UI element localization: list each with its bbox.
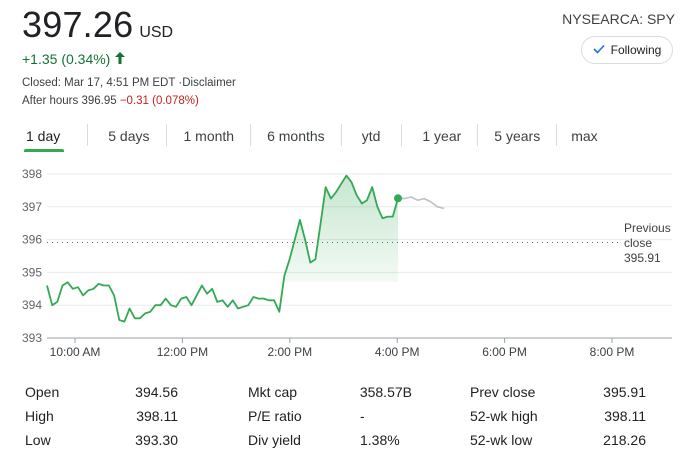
tab-divider bbox=[340, 124, 342, 146]
after-hours: After hours 396.95 −0.31 (0.078%) bbox=[22, 95, 199, 107]
stat-value: 394.56 bbox=[135, 384, 178, 400]
stat-label: Low bbox=[25, 432, 51, 448]
y-axis-labels: 398 397 396 395 394 393 bbox=[22, 167, 42, 345]
stat-label: Prev close bbox=[470, 384, 536, 400]
market-status: Closed: Mar 17, 4:51 PM EDT ·Disclaimer bbox=[22, 77, 236, 89]
stat-value: 395.91 bbox=[603, 384, 646, 400]
stat-label: Mkt cap bbox=[248, 384, 298, 400]
closed-time: Closed: Mar 17, 4:51 PM EDT · bbox=[22, 77, 183, 89]
tab-ytd[interactable]: ytd bbox=[361, 128, 381, 144]
stat-label: 52-wk high bbox=[470, 408, 538, 424]
stat-value: - bbox=[360, 408, 365, 424]
after-hours-price-line bbox=[397, 196, 445, 210]
tab-1-month[interactable]: 1 month bbox=[183, 128, 235, 144]
x-tick-label: 8:00 PM bbox=[590, 345, 635, 359]
stat-value: 398.11 bbox=[604, 408, 646, 424]
tab-divider bbox=[401, 124, 403, 146]
current-price: 397.26 bbox=[22, 4, 134, 45]
ticker-symbol: NYSEARCA: SPY bbox=[562, 11, 675, 27]
currency-label: USD bbox=[139, 24, 174, 41]
following-button[interactable]: Following bbox=[581, 36, 673, 64]
y-tick-label: 397 bbox=[22, 200, 42, 214]
y-tick-label: 398 bbox=[22, 167, 42, 181]
tab-5-years[interactable]: 5 years bbox=[494, 128, 541, 144]
check-icon bbox=[593, 43, 611, 57]
previous-close-text: 395.91 bbox=[624, 251, 661, 265]
y-tick-label: 393 bbox=[22, 331, 42, 345]
arrow-up-icon bbox=[110, 51, 126, 67]
stat-value: 358.57B bbox=[359, 384, 412, 400]
stat-label: Open bbox=[25, 384, 60, 400]
stat-value: 1.38% bbox=[360, 432, 400, 448]
tab-5-days[interactable]: 5 days bbox=[108, 128, 150, 144]
intraday-price-line bbox=[46, 174, 399, 323]
tab-divider bbox=[165, 124, 167, 146]
tab-divider bbox=[87, 124, 89, 146]
previous-close-text: Previous bbox=[624, 221, 671, 235]
x-tick-label: 2:00 PM bbox=[267, 345, 312, 359]
tab-max[interactable]: max bbox=[571, 128, 598, 144]
x-axis-labels: 10:00 AM 12:00 PM 2:00 PM 4:00 PM 6:00 PM 8:0… bbox=[50, 338, 635, 359]
y-tick-label: 395 bbox=[22, 265, 42, 279]
stat-value: 393.30 bbox=[135, 432, 178, 448]
stats-table: Open 394.56 High 398.11 Low 393.30 Mkt c… bbox=[0, 380, 699, 460]
tab-divider bbox=[477, 124, 479, 146]
after-hours-price: After hours 396.95 bbox=[22, 95, 117, 107]
x-tick-label: 10:00 AM bbox=[50, 345, 101, 359]
price-change-value: +1.35 (0.34%) bbox=[22, 51, 111, 67]
tab-1-day[interactable]: 1 day bbox=[23, 124, 65, 152]
after-hours-change: −0.31 (0.078%) bbox=[119, 95, 199, 107]
price-area-fill bbox=[279, 175, 398, 312]
previous-close-text: close bbox=[624, 236, 652, 250]
following-label: Following bbox=[610, 43, 662, 57]
stat-value: 398.11 bbox=[136, 408, 178, 424]
stat-label: Div yield bbox=[248, 432, 301, 448]
price-change: +1.35 (0.34%) bbox=[22, 51, 126, 67]
stat-label: High bbox=[25, 408, 54, 424]
stat-label: P/E ratio bbox=[248, 408, 302, 424]
y-tick-label: 396 bbox=[22, 233, 42, 247]
y-tick-label: 394 bbox=[22, 298, 42, 312]
disclaimer-link[interactable]: Disclaimer bbox=[182, 77, 236, 89]
tab-divider bbox=[250, 124, 252, 146]
x-tick-label: 6:00 PM bbox=[482, 345, 527, 359]
tab-1-year[interactable]: 1 year bbox=[422, 128, 462, 144]
price-chart[interactable]: 398 397 396 395 394 393 10:00 AM 12:00 PM 2:00 … bbox=[0, 160, 699, 375]
close-price-dot bbox=[394, 194, 402, 203]
stat-label: 52-wk low bbox=[470, 432, 533, 448]
price-header: 397.26 USD bbox=[22, 4, 173, 46]
tab-divider bbox=[556, 124, 558, 146]
tab-6-months[interactable]: 6 months bbox=[267, 128, 325, 144]
x-tick-label: 12:00 PM bbox=[157, 345, 208, 359]
x-tick-label: 4:00 PM bbox=[375, 345, 420, 359]
range-tabs: 1 day 5 days 1 month 6 months ytd 1 year… bbox=[22, 124, 598, 152]
stat-value: 218.26 bbox=[603, 432, 646, 448]
